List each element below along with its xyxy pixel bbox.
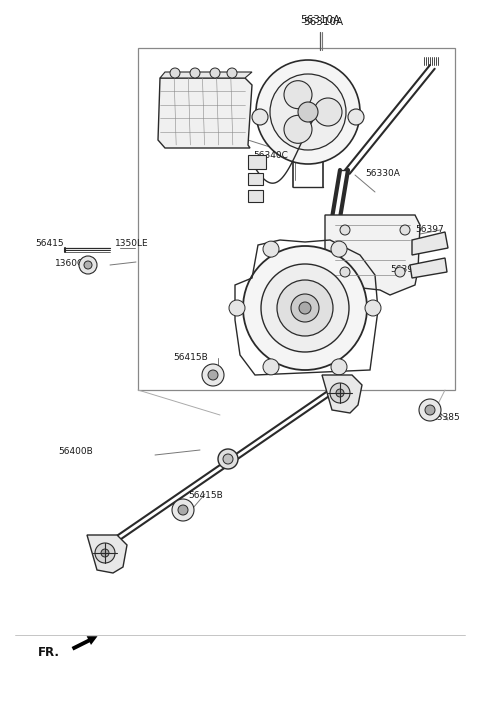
Circle shape (261, 264, 349, 352)
Text: 56415B: 56415B (188, 491, 223, 500)
Polygon shape (87, 535, 127, 573)
Circle shape (172, 499, 194, 521)
Circle shape (277, 280, 333, 336)
Bar (248, 155, 266, 169)
Circle shape (202, 364, 224, 386)
Text: 56310A: 56310A (300, 15, 340, 25)
Text: 56397: 56397 (415, 225, 444, 235)
Polygon shape (158, 78, 252, 148)
Circle shape (331, 241, 347, 257)
Polygon shape (412, 232, 448, 255)
Circle shape (252, 109, 268, 125)
Circle shape (79, 256, 97, 274)
Circle shape (263, 241, 279, 257)
Circle shape (95, 543, 115, 563)
Polygon shape (410, 258, 447, 278)
Circle shape (178, 505, 188, 515)
Circle shape (336, 389, 344, 397)
Circle shape (314, 98, 342, 126)
Circle shape (340, 225, 350, 235)
Circle shape (331, 359, 347, 375)
Circle shape (284, 81, 312, 109)
Circle shape (170, 68, 180, 78)
Circle shape (243, 246, 367, 370)
Circle shape (284, 115, 312, 143)
Text: FR.: FR. (38, 646, 60, 659)
Circle shape (330, 383, 350, 403)
Circle shape (298, 102, 318, 122)
Bar (138, 48, 455, 390)
Circle shape (263, 359, 279, 375)
Text: 56330A: 56330A (365, 169, 400, 177)
Polygon shape (325, 215, 420, 295)
Text: 56310A: 56310A (303, 17, 343, 27)
Circle shape (229, 300, 245, 316)
Circle shape (210, 68, 220, 78)
Text: 56340C: 56340C (253, 150, 288, 159)
Bar (248, 190, 263, 202)
Circle shape (348, 109, 364, 125)
Bar (248, 173, 263, 185)
Circle shape (425, 405, 435, 415)
Circle shape (101, 549, 109, 557)
Text: 56390C: 56390C (390, 265, 425, 275)
Polygon shape (322, 375, 362, 413)
Text: 1350LE: 1350LE (115, 239, 149, 247)
Circle shape (218, 449, 238, 469)
Text: 13385: 13385 (432, 413, 461, 423)
Circle shape (256, 60, 360, 164)
Circle shape (340, 267, 350, 277)
Circle shape (419, 399, 441, 421)
Circle shape (291, 294, 319, 322)
Circle shape (299, 302, 311, 314)
Circle shape (223, 454, 233, 464)
Text: 1360CF: 1360CF (55, 259, 89, 267)
Text: 56415: 56415 (35, 239, 64, 247)
Text: 56415B: 56415B (173, 353, 208, 363)
Circle shape (400, 225, 410, 235)
Circle shape (227, 68, 237, 78)
Circle shape (365, 300, 381, 316)
Circle shape (208, 370, 218, 380)
Circle shape (190, 68, 200, 78)
Text: 56400B: 56400B (58, 448, 93, 456)
Circle shape (84, 261, 92, 269)
Circle shape (270, 74, 346, 150)
Circle shape (395, 267, 405, 277)
Polygon shape (160, 72, 252, 78)
